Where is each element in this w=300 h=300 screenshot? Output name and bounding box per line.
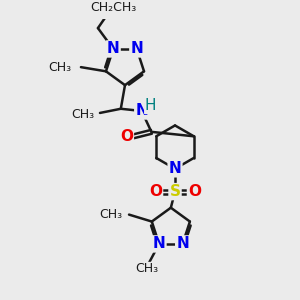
Text: O: O (120, 129, 133, 144)
Text: N: N (107, 41, 120, 56)
Text: N: N (176, 236, 189, 251)
Text: N: N (153, 236, 166, 251)
Text: N: N (135, 103, 148, 118)
Text: S: S (169, 184, 181, 199)
Text: O: O (188, 184, 201, 199)
Text: H: H (145, 98, 156, 113)
Text: CH₃: CH₃ (135, 262, 158, 275)
Text: O: O (149, 184, 162, 199)
Text: CH₃: CH₃ (71, 108, 94, 121)
Text: CH₃: CH₃ (99, 208, 122, 221)
Text: CH₂CH₃: CH₂CH₃ (90, 1, 136, 14)
Text: N: N (130, 41, 143, 56)
Text: N: N (169, 161, 182, 176)
Text: CH₃: CH₃ (48, 61, 71, 74)
